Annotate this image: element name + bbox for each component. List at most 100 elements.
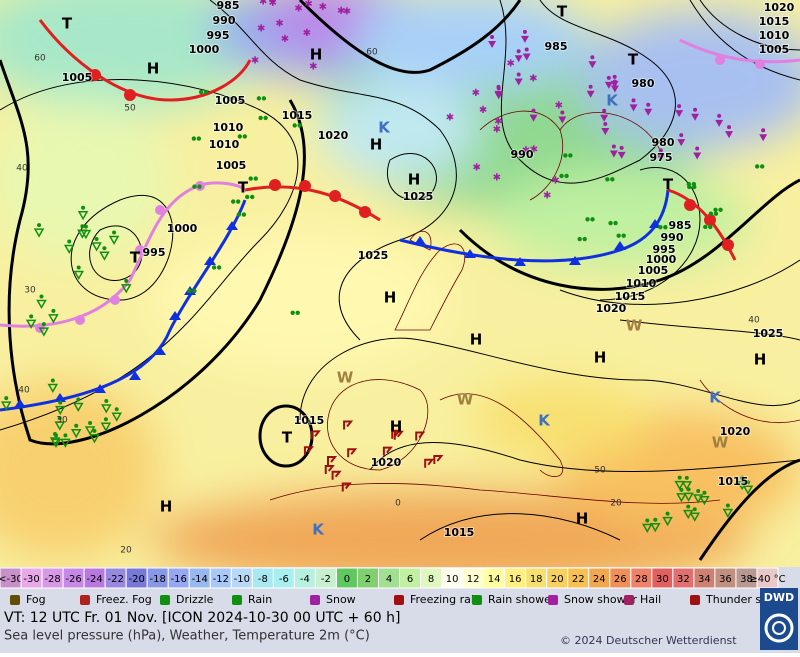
snow-shower-symbol <box>677 104 682 109</box>
scale-label: 8 <box>428 574 434 585</box>
pressure-center: T <box>557 3 568 21</box>
rain-symbol <box>708 211 714 216</box>
rain-symbol <box>263 115 268 121</box>
rain-shower-symbol <box>722 508 734 519</box>
rain-shower-symbol <box>76 397 81 402</box>
pressure-center: H <box>370 136 383 154</box>
isobar-label: 1010 <box>759 29 790 42</box>
rain-symbol <box>608 220 613 226</box>
scale-label: -24 <box>86 574 102 585</box>
rain-symbol <box>198 89 204 95</box>
cold-front-triangle <box>614 241 626 250</box>
pressure-center: H <box>390 418 403 436</box>
snow-shower-symbol <box>677 139 686 147</box>
rain-shower-symbol <box>63 433 68 438</box>
thunder-symbol <box>347 448 358 458</box>
rain-symbol <box>663 225 668 230</box>
cold-front-triangle <box>169 311 181 320</box>
rain-shower-symbol <box>50 438 62 448</box>
scale-label: -22 <box>107 574 123 585</box>
warm-front-semicircle <box>89 69 101 81</box>
snow-shower-symbol <box>590 55 595 60</box>
snow-symbol: ✱ <box>472 162 480 173</box>
scale-label: 32 <box>677 574 690 585</box>
snow-shower-symbol <box>603 122 608 127</box>
snow-shower-symbol <box>619 145 624 150</box>
rain-shower-symbol <box>88 420 93 425</box>
rain-symbol <box>703 224 708 230</box>
rain-shower-symbol <box>692 494 704 504</box>
snow-shower-symbol <box>656 154 665 162</box>
snow-shower-symbol <box>631 98 636 103</box>
snow-shower-symbol <box>725 131 734 139</box>
pressure-center: T <box>282 429 293 447</box>
rain-shower-symbol <box>91 242 102 252</box>
rain-symbol <box>297 123 302 128</box>
pressure-center: W <box>626 317 643 335</box>
snow-symbol: ✱ <box>309 61 317 72</box>
thunder-symbol <box>331 470 342 480</box>
snow-symbol: ✱ <box>343 7 351 18</box>
rain-symbol <box>585 217 590 222</box>
pressure-center: H <box>160 498 173 516</box>
isobar-label: 980 <box>632 77 655 90</box>
rain-shower-symbol <box>682 509 694 520</box>
rain-symbol <box>718 207 723 212</box>
scale-label: 20 <box>551 574 564 585</box>
rain-shower-symbol <box>50 378 55 383</box>
rain-shower-symbol <box>36 299 47 309</box>
scale-label: -2 <box>321 574 331 585</box>
rain-shower-symbol <box>740 475 745 480</box>
isobar-label: 1005 <box>759 43 790 56</box>
cold-front-triangle <box>569 256 581 265</box>
isobar-label: 995 <box>143 246 166 259</box>
isobar-label: 990 <box>511 148 534 161</box>
snow-shower-symbol <box>529 114 538 122</box>
rain-shower-symbol <box>676 493 687 503</box>
snow-symbol: ✱ <box>251 56 259 67</box>
scale-label: 4 <box>386 574 392 585</box>
thunder-symbol <box>415 431 426 441</box>
rain-shower-symbol <box>47 383 59 394</box>
snow-symbol: ✱ <box>494 117 502 128</box>
rain-shower-symbol <box>114 407 119 412</box>
scale-label: -4 <box>300 574 310 585</box>
rain-shower-symbol <box>100 422 112 432</box>
snow-symbol: ✱ <box>530 145 538 156</box>
snow-shower-symbol <box>617 151 626 159</box>
pressure-center: W <box>457 391 474 409</box>
rain-shower-symbol <box>686 504 691 509</box>
thunder-symbol <box>303 446 315 456</box>
legend-label: Rain <box>248 593 272 606</box>
pressure-center: H <box>384 289 397 307</box>
snow-shower-symbol <box>601 128 610 136</box>
legend-icon <box>690 595 700 605</box>
snow-shower-symbol <box>693 152 702 160</box>
legend-icon <box>394 595 404 605</box>
cold-front-triangle <box>94 384 106 393</box>
snow-shower-symbol <box>761 128 766 133</box>
rain-shower-symbol <box>0 401 12 411</box>
thunder-symbol <box>393 430 404 440</box>
graticule-label: 40 <box>748 316 760 326</box>
occlusion-symbol <box>75 315 85 325</box>
occlusion-symbol <box>755 59 765 69</box>
legend-icon <box>232 595 242 605</box>
rain-symbol <box>754 164 760 169</box>
rain-shower-symbol <box>80 224 85 229</box>
rain-symbol <box>577 236 582 242</box>
graticule-label: 20 <box>610 499 622 509</box>
snow-shower-symbol <box>610 85 619 93</box>
cold-front-triangle <box>154 346 166 355</box>
thunder-symbol <box>310 430 321 440</box>
legend-label: Rain shower <box>488 593 556 606</box>
snow-shower-symbol <box>602 108 607 113</box>
warm-front-semicircle <box>722 239 734 251</box>
rain-symbol <box>261 96 267 101</box>
graticule-label: 30 <box>56 416 68 426</box>
rain-symbol <box>230 199 236 204</box>
scale-label: 6 <box>407 574 413 585</box>
scale-label: -12 <box>213 574 229 585</box>
snow-shower-symbol <box>531 108 536 113</box>
scale-label: 22 <box>572 574 585 585</box>
